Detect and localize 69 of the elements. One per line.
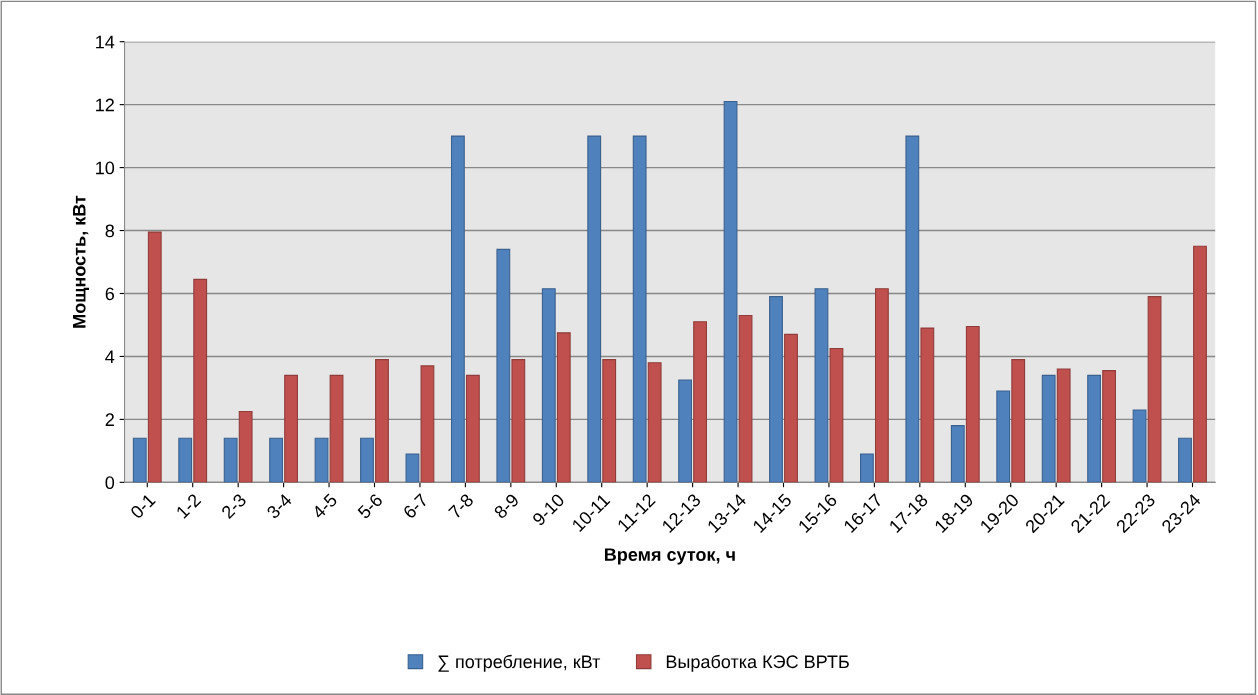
bar — [920, 327, 935, 483]
x-tick-label: 0-1 — [129, 493, 157, 520]
bar — [905, 135, 920, 483]
bar — [314, 437, 329, 483]
bar — [693, 321, 708, 483]
x-tick-label: 8-9 — [493, 492, 520, 520]
x-tick-label: 5-6 — [356, 492, 384, 520]
bar — [511, 359, 526, 483]
bar — [420, 365, 435, 483]
x-tick-label: 4-5 — [311, 493, 338, 520]
x-tick-label: 6-7 — [402, 493, 429, 520]
y-tick-label: 4 — [105, 350, 115, 363]
y-tick-label: 12 — [96, 98, 114, 112]
x-tick-label: 3-4 — [265, 492, 293, 520]
bar — [405, 453, 420, 483]
bar — [1087, 374, 1102, 483]
bar — [1041, 374, 1056, 483]
x-tick-label: 2-3 — [220, 492, 247, 520]
bar — [587, 135, 602, 483]
bar — [450, 135, 465, 483]
bar — [678, 379, 693, 483]
bar — [132, 437, 147, 483]
bar — [178, 437, 193, 483]
bar — [556, 332, 571, 483]
bar — [1132, 409, 1147, 483]
bar — [496, 248, 511, 483]
bar — [238, 410, 253, 483]
bar — [284, 374, 299, 483]
bar — [223, 437, 238, 483]
bar — [723, 100, 738, 483]
bar — [784, 333, 798, 483]
bar — [738, 314, 753, 483]
bar — [965, 325, 980, 483]
x-axis-title: Время суток, ч — [604, 548, 735, 565]
bar — [1178, 437, 1192, 483]
x-tick-label: 1-2 — [175, 493, 202, 519]
y-axis-title: Мощность, кВт — [73, 195, 90, 328]
bar — [193, 278, 208, 483]
bar — [632, 135, 647, 483]
bar — [1011, 359, 1026, 483]
y-tick-label: 0 — [105, 476, 115, 490]
y-tick-label: 6 — [105, 287, 115, 301]
bar — [996, 390, 1011, 483]
legend-label: ∑ потребление, кВт — [438, 654, 601, 672]
legend-label: Выработка КЭС ВРТБ — [666, 654, 849, 672]
bar — [829, 348, 844, 483]
bar — [269, 437, 284, 483]
bar — [147, 231, 162, 483]
bar — [1056, 368, 1071, 483]
y-tick-label: 14 — [96, 35, 115, 49]
x-tick-label: 7-8 — [447, 492, 475, 520]
bar — [1193, 245, 1207, 483]
bar — [465, 374, 480, 483]
bar — [1102, 370, 1117, 483]
bar — [874, 288, 889, 483]
bar — [950, 425, 965, 483]
bar — [541, 288, 556, 483]
bar — [769, 296, 783, 483]
bar — [647, 362, 662, 483]
y-tick-label: 10 — [96, 161, 115, 175]
bar — [814, 288, 829, 483]
bar — [360, 437, 374, 483]
bar — [602, 359, 617, 483]
bar — [1147, 296, 1162, 483]
bar — [859, 453, 874, 483]
y-tick-label: 8 — [105, 224, 115, 238]
bar — [375, 359, 389, 483]
y-tick-label: 2 — [105, 413, 114, 426]
bar — [329, 374, 344, 483]
